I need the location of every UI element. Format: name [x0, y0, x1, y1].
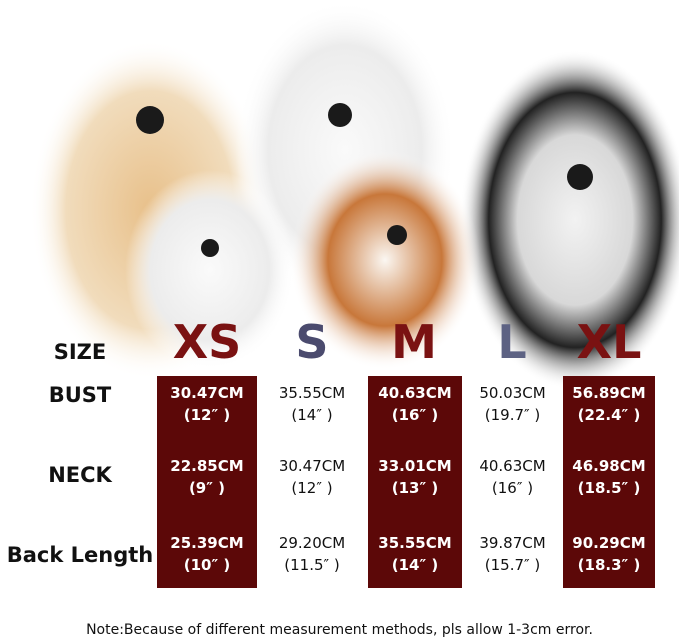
- back-in: (18.3″ ): [577, 556, 641, 574]
- bust-cm: 56.89CM: [572, 384, 646, 402]
- back-cm: 90.29CM: [572, 534, 646, 552]
- column-xs: 30.47CM (12″ ) 22.85CM (9″ ) 25.39CM (10…: [157, 376, 257, 588]
- neck-in: (16″ ): [491, 479, 534, 497]
- neck-in: (9″ ): [188, 479, 226, 497]
- size-m: M: [391, 315, 437, 369]
- size-s: S: [295, 315, 329, 369]
- bust-cm: 35.55CM: [278, 384, 346, 402]
- bust-cm: 40.63CM: [378, 384, 452, 402]
- neck-label: NECK: [48, 463, 112, 487]
- bust-in: (16″ ): [391, 406, 439, 424]
- bust-in: (14″ ): [291, 406, 333, 424]
- back-cm: 25.39CM: [170, 534, 244, 552]
- husky: [460, 50, 679, 390]
- column-xl: 56.89CM (22.4″ ) 46.98CM (18.5″ ) 90.29C…: [563, 376, 655, 588]
- size-xl: XL: [576, 315, 642, 369]
- bust-in: (22.4″ ): [577, 406, 641, 424]
- dogs-illustration: [30, 0, 679, 390]
- neck-cm: 46.98CM: [572, 457, 646, 475]
- bust-in: (19.7″ ): [484, 406, 541, 424]
- size-label: SIZE: [53, 340, 107, 364]
- back-cm: 35.55CM: [378, 534, 452, 552]
- papillon: [290, 150, 480, 370]
- back-in: (14″ ): [391, 556, 439, 574]
- neck-in: (18.5″ ): [577, 479, 641, 497]
- back-in: (11.5″ ): [284, 556, 340, 574]
- back-in: (10″ ): [183, 556, 231, 574]
- neck-cm: 33.01CM: [378, 457, 452, 475]
- neck-cm: 22.85CM: [170, 457, 244, 475]
- bichon: [125, 170, 295, 370]
- measurement-note: Note:Because of different measurement me…: [86, 622, 593, 638]
- neck-in: (13″ ): [391, 479, 439, 497]
- bust-in: (12″ ): [183, 406, 231, 424]
- size-xs: XS: [172, 315, 242, 369]
- column-s: 35.55CM (14″ ) 30.47CM (12″ ) 29.20CM (1…: [257, 376, 367, 588]
- back-cm: 39.87CM: [479, 534, 546, 552]
- back-cm: 29.20CM: [278, 534, 346, 552]
- back-length-label: Back Length: [6, 543, 154, 567]
- size-l: L: [497, 315, 527, 369]
- column-m: 40.63CM (16″ ) 33.01CM (13″ ) 35.55CM (1…: [368, 376, 462, 588]
- neck-cm: 40.63CM: [479, 457, 546, 475]
- neck-in: (12″ ): [291, 479, 333, 497]
- bust-cm: 30.47CM: [170, 384, 244, 402]
- neck-cm: 30.47CM: [278, 457, 346, 475]
- back-in: (15.7″ ): [484, 556, 541, 574]
- column-l: 50.03CM (19.7″ ) 40.63CM (16″ ) 39.87CM …: [462, 376, 563, 588]
- bust-cm: 50.03CM: [479, 384, 546, 402]
- bust-label: BUST: [48, 383, 112, 407]
